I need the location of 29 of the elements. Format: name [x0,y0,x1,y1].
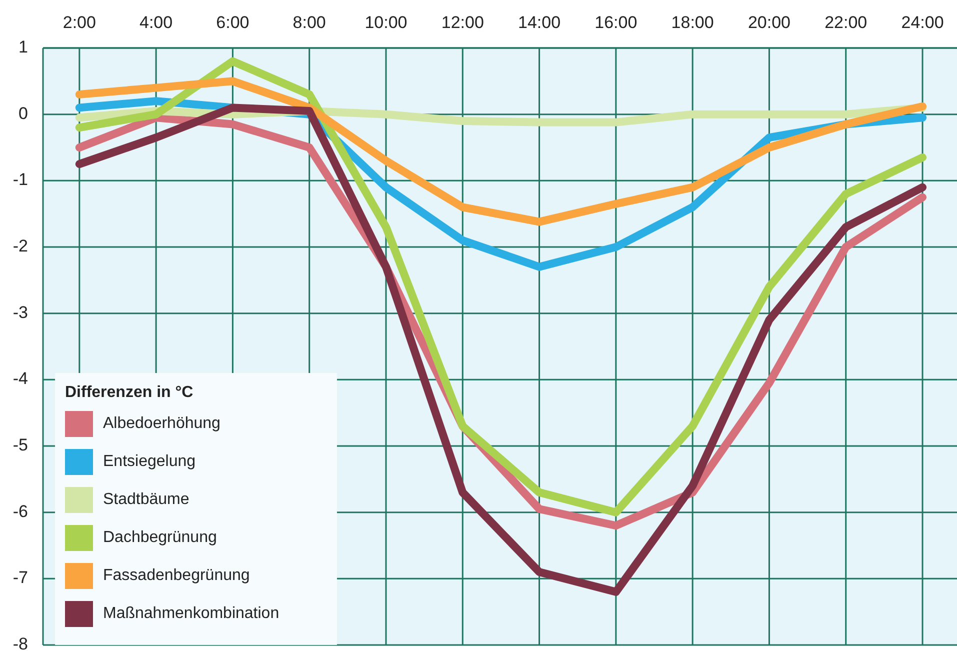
x-tick-label: 24:00 [901,13,944,32]
legend-label: Fassadenbegrünung [103,567,250,584]
legend-label: Entsiegelung [103,453,196,470]
y-tick-label: -2 [12,236,28,256]
x-tick-label: 4:00 [140,13,173,32]
legend-label: Maßnahmenkombination [103,605,280,622]
y-tick-label: -5 [12,435,28,454]
legend-title: Differenzen in °C [65,384,194,401]
y-tick-label: -8 [12,634,28,651]
legend-label: Albedoerhöhung [103,415,220,432]
y-tick-label: -4 [12,369,28,388]
x-tick-label: 16:00 [594,13,638,32]
y-tick-label: 0 [18,104,28,123]
x-tick-label: 22:00 [824,13,868,32]
y-tick-label: 1 [18,37,28,56]
legend-label: Stadtbäume [103,491,190,508]
x-tick-label: 18:00 [671,13,714,32]
x-tick-label: 6:00 [216,13,250,32]
y-tick-label: -1 [12,170,28,190]
x-tick-label: 8:00 [292,13,326,32]
x-tick-label: 2:00 [62,13,96,32]
x-tick-label: 10:00 [364,13,408,32]
legend-label: Dachbegrünung [103,529,217,546]
y-tick-label: -7 [12,568,28,588]
x-tick-label: 14:00 [518,13,561,32]
y-tick-label: -3 [12,302,28,322]
x-tick-label: 20:00 [748,13,790,32]
y-tick-label: -6 [12,502,28,521]
x-tick-label: 12:00 [441,13,484,32]
